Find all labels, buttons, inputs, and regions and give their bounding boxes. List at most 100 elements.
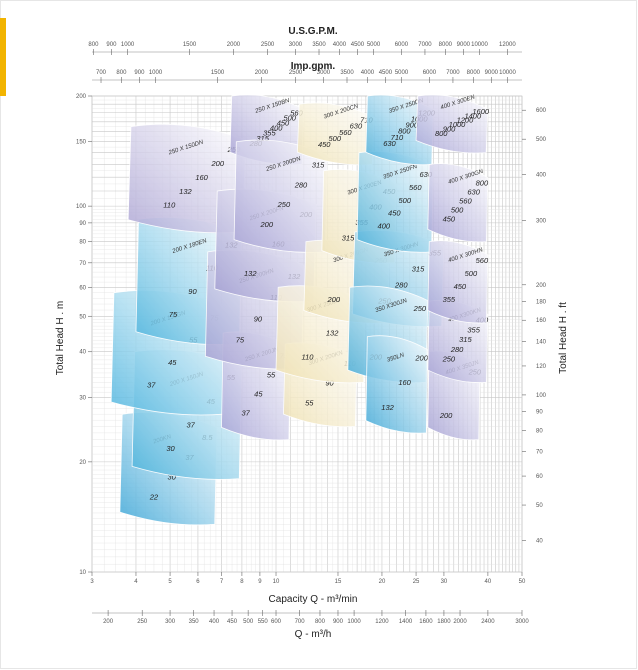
m3h-tick-label: 1800 (437, 619, 451, 625)
impgpm-tick-label: 2500 (289, 70, 303, 76)
impgpm-tick-label: 9000 (485, 70, 499, 76)
motor-kw-label: 560 (459, 197, 472, 206)
title-impgpm: Imp.gpm. (291, 61, 336, 72)
x-tick-label: 30 (441, 579, 448, 585)
motor-kw-label: 500 (329, 134, 342, 143)
m3h-tick-label: 2000 (453, 619, 467, 625)
motor-kw-label: 450 (454, 282, 467, 291)
pump-region (427, 163, 489, 243)
pump-region (365, 335, 429, 434)
motor-kw-label: 75 (169, 310, 178, 319)
y2-tick-label: 90 (536, 410, 543, 416)
x-tick-label: 3 (90, 579, 94, 585)
impgpm-tick-label: 800 (116, 70, 127, 76)
motor-kw-label: 160 (195, 173, 208, 182)
usgpm-tick-label: 8000 (439, 42, 453, 48)
m3h-tick-label: 450 (227, 619, 238, 625)
motor-kw-label: 500 (283, 114, 296, 123)
motor-kw-label: 355 (263, 129, 276, 138)
motor-kw-label: 55 (267, 370, 276, 379)
motor-kw-label: 200 (414, 353, 428, 362)
title-m3h: Q - m³/h (295, 629, 332, 640)
y2-tick-label: 300 (536, 218, 547, 224)
motor-kw-label: 630 (383, 139, 396, 148)
motor-kw-label: 132 (179, 187, 192, 196)
pump-region (356, 151, 434, 253)
x-tick-label: 8 (240, 579, 244, 585)
motor-kw-label: 560 (290, 109, 303, 118)
y2-tick-label: 50 (536, 503, 543, 509)
impgpm-tick-label: 1500 (211, 70, 225, 76)
y2-tick-label: 70 (536, 450, 543, 456)
y2-tick-label: 500 (536, 137, 547, 143)
m3h-tick-label: 1400 (399, 619, 413, 625)
motor-kw-label: 400 (270, 124, 283, 133)
y-tick-label: 90 (79, 221, 86, 227)
title-capacity: Capacity Q - m³/min (269, 594, 358, 605)
usgpm-tick-label: 1000 (121, 42, 135, 48)
motor-kw-label: 90 (325, 379, 334, 388)
m3h-tick-label: 1200 (375, 619, 389, 625)
motor-kw-label: 200 (327, 295, 341, 304)
motor-kw-label: 500 (399, 196, 412, 205)
m3h-tick-label: 550 (258, 619, 269, 625)
x-tick-label: 7 (220, 579, 224, 585)
y-tick-label: 60 (79, 285, 86, 291)
usgpm-tick-label: 6000 (395, 42, 409, 48)
usgpm-tick-label: 10000 (471, 42, 488, 48)
impgpm-tick-label: 4000 (361, 70, 375, 76)
y2-tick-label: 80 (536, 428, 543, 434)
usgpm-tick-label: 2500 (261, 42, 275, 48)
impgpm-tick-label: 2000 (255, 70, 269, 76)
y2-tick-label: 120 (536, 364, 547, 370)
impgpm-tick-label: 7000 (446, 70, 460, 76)
x-tick-label: 25 (413, 579, 420, 585)
y2-tick-label: 180 (536, 300, 547, 306)
motor-kw-label: 45 (254, 389, 263, 398)
usgpm-tick-label: 3500 (312, 42, 326, 48)
motor-kw-label: 315 (342, 234, 355, 243)
motor-kw-label: 75 (236, 336, 245, 345)
motor-kw-label: 355 (443, 295, 456, 304)
impgpm-tick-label: 8000 (467, 70, 481, 76)
m3h-tick-label: 300 (165, 619, 176, 625)
motor-kw-label: 315 (459, 335, 472, 344)
motor-kw-label: 710 (391, 133, 404, 142)
x-tick-label: 15 (335, 579, 342, 585)
pump-model-label: 350LN (386, 352, 405, 363)
motor-kw-label: 560 (339, 128, 352, 137)
motor-kw-label: 30 (166, 444, 175, 453)
m3h-tick-label: 350 (189, 619, 200, 625)
m3h-tick-label: 200 (103, 619, 114, 625)
motor-kw-label: 55 (305, 399, 314, 408)
m3h-tick-label: 700 (295, 619, 306, 625)
accent-bar (0, 18, 6, 96)
x-tick-label: 50 (519, 579, 526, 585)
motor-kw-label: 132 (381, 403, 394, 412)
x-tick-label: 9 (258, 579, 262, 585)
motor-kw-label: 200 (259, 220, 273, 229)
usgpm-tick-label: 4500 (351, 42, 365, 48)
motor-kw-label: 450 (277, 119, 290, 128)
motor-kw-label: 37 (242, 408, 251, 417)
motor-kw-label: 90 (188, 287, 197, 296)
y2-tick-label: 140 (536, 339, 547, 345)
usgpm-tick-label: 7000 (418, 42, 432, 48)
pump-region (427, 240, 489, 324)
impgpm-tick-label: 5000 (395, 70, 409, 76)
motor-kw-label: 200 (211, 159, 225, 168)
x-tick-label: 20 (379, 579, 386, 585)
usgpm-tick-label: 12000 (499, 42, 516, 48)
y-tick-label: 100 (76, 204, 87, 210)
y-tick-label: 20 (79, 460, 86, 466)
motor-kw-label: 630 (419, 170, 432, 179)
impgpm-tick-label: 700 (96, 70, 107, 76)
y2-tick-label: 600 (536, 108, 547, 114)
y-tick-label: 50 (79, 314, 86, 320)
motor-kw-label: 200 (439, 411, 453, 420)
motor-kw-label: 250 (277, 200, 291, 209)
motor-kw-label: 22 (149, 492, 159, 501)
y-tick-label: 150 (76, 140, 87, 146)
